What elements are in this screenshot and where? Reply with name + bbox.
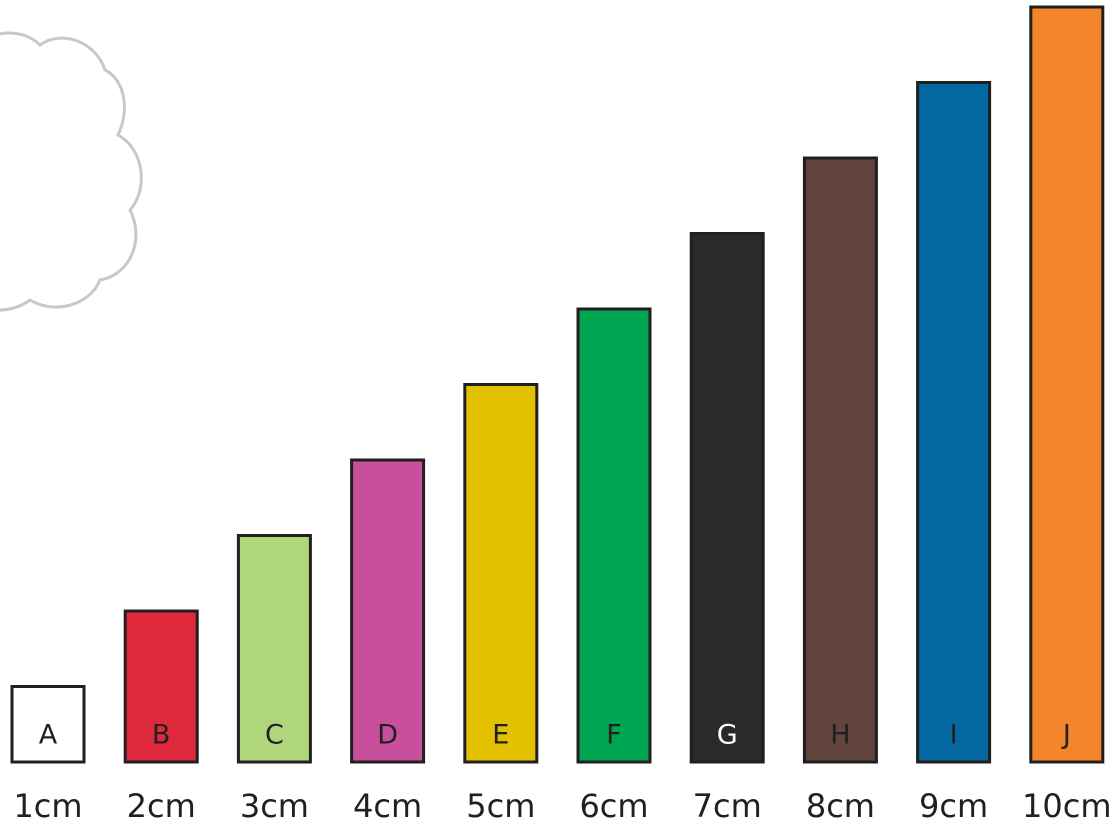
rod-j xyxy=(1029,5,1105,764)
rod-letter-g: G xyxy=(717,720,738,751)
rod-letter-i: I xyxy=(950,720,958,751)
rod-f xyxy=(576,307,652,764)
rod-letter-c: C xyxy=(265,720,284,751)
cloud-decoration xyxy=(0,31,143,312)
rod-letter-d: D xyxy=(377,720,398,751)
length-label-d: 4cm xyxy=(353,787,422,825)
rod-c xyxy=(236,534,312,764)
length-label-c: 3cm xyxy=(240,787,309,825)
rod-letter-b: B xyxy=(152,720,171,751)
rod-g xyxy=(689,232,765,764)
length-label-f: 6cm xyxy=(579,787,648,825)
rod-letter-a: A xyxy=(39,720,58,751)
length-label-b: 2cm xyxy=(127,787,196,825)
length-label-i: 9cm xyxy=(919,787,988,825)
rod-a xyxy=(10,685,86,764)
length-label-a: 1cm xyxy=(13,787,82,825)
rod-letter-f: F xyxy=(606,720,622,751)
rods-group: A B C D E F G H I J xyxy=(10,5,1105,764)
rod-letter-j: J xyxy=(1061,720,1071,751)
rod-letter-e: E xyxy=(492,720,509,751)
rod-d xyxy=(350,458,426,764)
length-label-h: 8cm xyxy=(806,787,875,825)
length-label-e: 5cm xyxy=(466,787,535,825)
length-labels-group: 1cm 2cm 3cm 4cm 5cm 6cm 7cm 8cm 9cm 10cm xyxy=(13,787,1111,825)
length-label-g: 7cm xyxy=(693,787,762,825)
rod-e xyxy=(463,383,539,764)
length-label-j: 10cm xyxy=(1022,787,1111,825)
rod-b xyxy=(123,609,199,764)
rod-h xyxy=(802,156,878,764)
rod-letter-h: H xyxy=(830,720,850,751)
rod-i xyxy=(916,81,992,764)
